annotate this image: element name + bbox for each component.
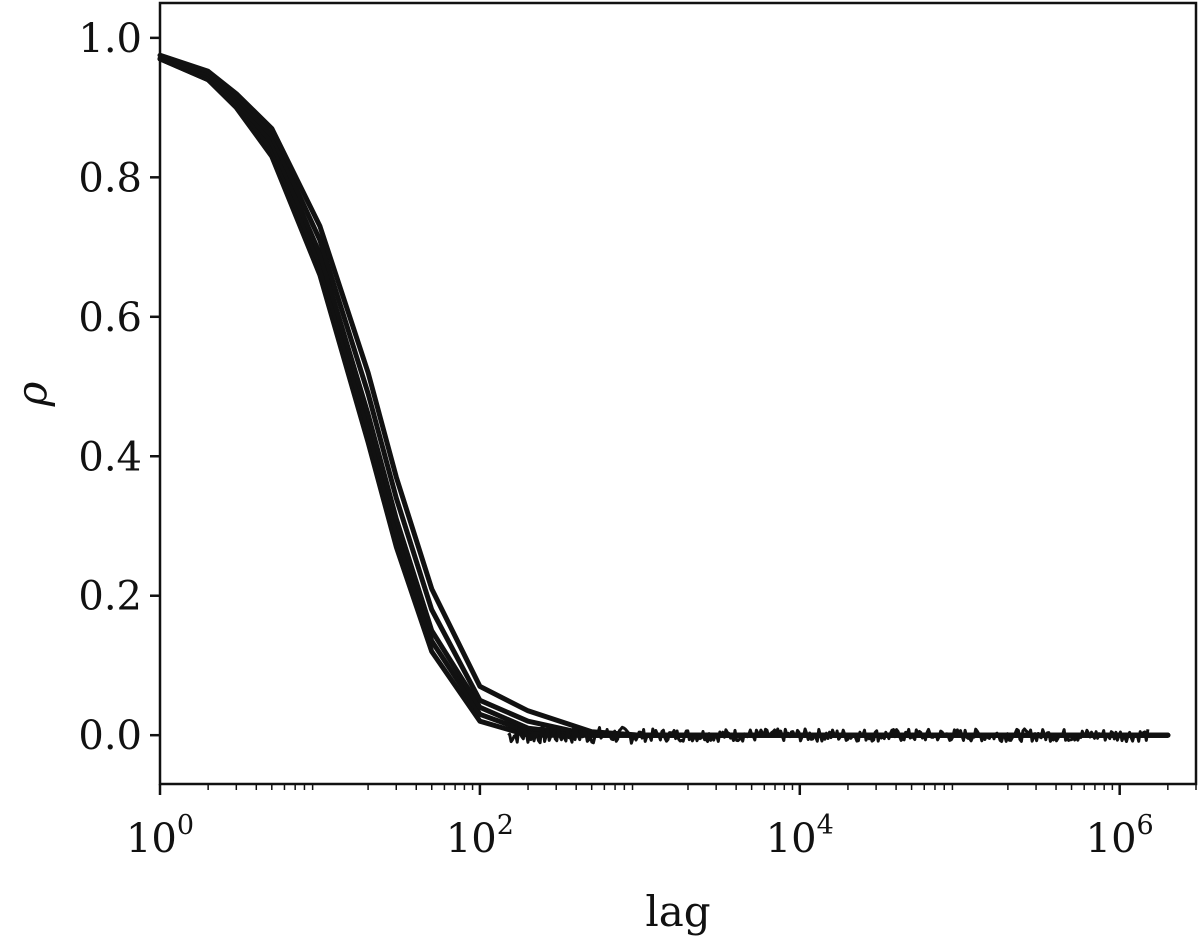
x-tick-label: 100 [126,810,194,862]
y-axis-label: ρ [7,381,56,407]
y-tick-label: 0.6 [78,295,142,341]
series-lines [157,52,1171,738]
x-tick-label: 102 [446,810,514,862]
series-line-3 [157,56,1171,738]
y-tick-label: 0.4 [78,434,142,480]
x-tick-label: 106 [1086,810,1154,862]
y-tick-label: 0.8 [78,155,142,201]
y-axis: 0.0 0.2 0.4 0.6 0.8 1.0 [78,16,160,759]
y-tick-label: 0.0 [78,713,142,759]
y-tick-label: 1.0 [78,16,142,62]
noise-band [507,725,1150,745]
x-tick-label: 104 [766,810,834,862]
noise-trace [507,725,1150,745]
x-axis: 100 102 104 106 [126,784,1197,862]
series-line-4 [157,56,1171,738]
x-axis-label: lag [645,887,710,936]
plot-frame [158,1,1198,786]
y-tick-label: 0.2 [78,574,142,620]
series-line-5 [157,52,1171,738]
series-line-1 [157,56,1171,738]
series-line-2 [157,56,1171,738]
